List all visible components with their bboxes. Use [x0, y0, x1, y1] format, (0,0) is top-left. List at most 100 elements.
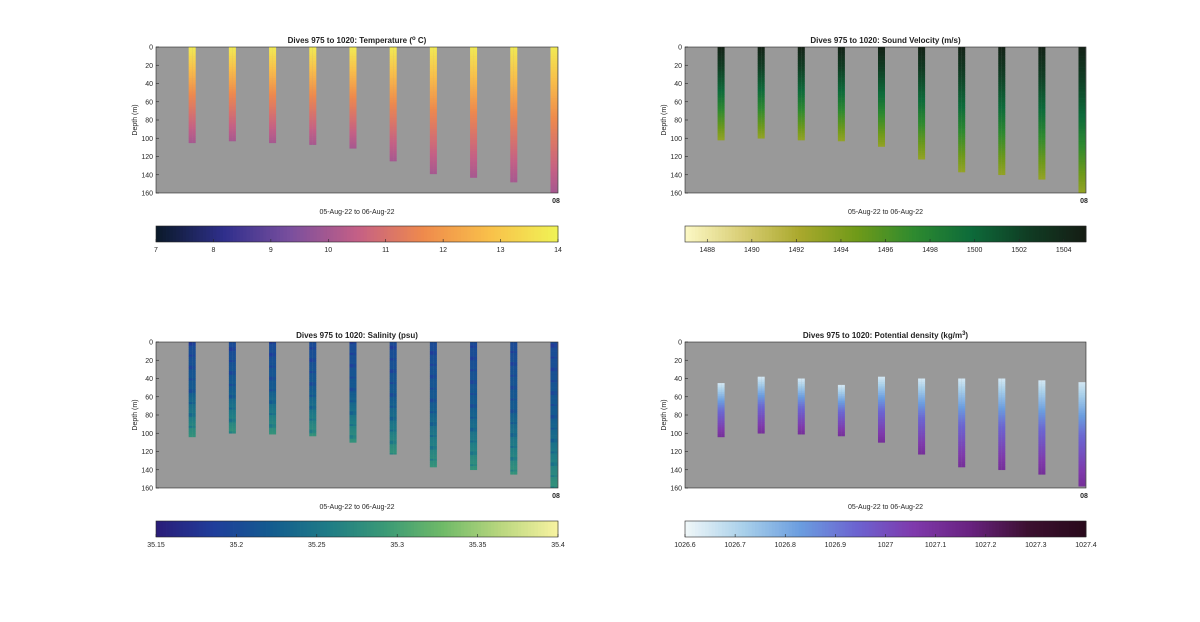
- cast-cell: [232, 103, 236, 106]
- cast-cell: [389, 367, 394, 370]
- cast-cell: [473, 165, 478, 168]
- cast-cell: [998, 140, 1002, 143]
- cast-cell: [961, 158, 966, 161]
- cast-cell: [433, 409, 437, 412]
- cast-cell: [841, 403, 845, 406]
- cast-cell: [389, 442, 394, 445]
- cast-cell: [921, 380, 926, 383]
- cast-cell: [192, 378, 196, 381]
- cast-cell: [1081, 407, 1086, 410]
- colorbar-segment: [363, 226, 368, 242]
- cast-cell: [877, 105, 882, 108]
- cast-cell: [429, 442, 434, 445]
- colorbar-segment: [527, 521, 532, 537]
- cast-cell: [510, 138, 514, 141]
- cast-cell: [1038, 409, 1042, 412]
- cast-cell: [717, 76, 722, 79]
- cast-cell: [352, 385, 357, 388]
- cast-profile: [1078, 382, 1086, 487]
- cast-cell: [998, 416, 1002, 419]
- cast-cell: [429, 367, 434, 370]
- cast-cell: [921, 383, 926, 387]
- cast-cell: [553, 484, 558, 487]
- cast-cell: [269, 79, 273, 82]
- cast-cell: [272, 61, 277, 64]
- cast-cell: [998, 141, 1002, 145]
- cast-cell: [513, 411, 518, 414]
- cast-cell: [918, 393, 922, 396]
- cast-cell: [393, 120, 397, 123]
- cast-cell: [389, 356, 394, 359]
- cast-cell: [1038, 65, 1042, 68]
- cast-cell: [801, 85, 805, 88]
- cast-cell: [349, 132, 353, 135]
- cast-cell: [269, 127, 273, 130]
- cast-cell: [473, 433, 478, 436]
- cast-cell: [961, 431, 966, 434]
- cast-cell: [553, 56, 558, 59]
- cast-cell: [349, 382, 353, 385]
- cast-cell: [429, 422, 434, 425]
- colorbar-segment: [202, 521, 207, 537]
- cast-cell: [877, 129, 882, 132]
- cast-cell: [761, 415, 765, 418]
- cast-cell: [473, 67, 478, 70]
- cast-cell: [309, 385, 313, 388]
- cast-cell: [550, 416, 554, 419]
- cast-cell: [510, 90, 514, 93]
- cast-cell: [470, 125, 474, 128]
- cast-cell: [998, 83, 1002, 86]
- cast-cell: [309, 130, 313, 134]
- cast-cell: [1038, 154, 1042, 157]
- cast-cell: [797, 433, 802, 435]
- cast-cell: [717, 435, 722, 438]
- cast-cell: [513, 47, 518, 50]
- cast-cell: [393, 342, 397, 345]
- cast-cell: [717, 61, 722, 64]
- cast-cell: [998, 68, 1002, 72]
- cast-cell: [192, 123, 196, 126]
- cast-cell: [433, 72, 437, 75]
- cast-cell: [309, 345, 313, 348]
- cast-cell: [389, 74, 394, 77]
- cast-cell: [761, 398, 765, 401]
- cast-cell: [389, 67, 394, 70]
- cast-cell: [1038, 85, 1042, 88]
- cast-cell: [429, 147, 434, 150]
- cast-cell: [721, 50, 725, 53]
- cast-cell: [550, 425, 554, 429]
- cast-cell: [881, 141, 885, 145]
- cast-cell: [1041, 431, 1046, 434]
- cast-profile: [429, 342, 437, 468]
- cast-cell: [1081, 79, 1086, 82]
- cast-cell: [513, 393, 518, 396]
- cast-cell: [312, 61, 317, 64]
- cast-cell: [841, 72, 845, 75]
- cast-cell: [232, 394, 236, 398]
- cast-cell: [269, 342, 273, 345]
- cast-cell: [1078, 143, 1082, 146]
- cast-cell: [470, 409, 474, 412]
- cast-cell: [1038, 96, 1042, 99]
- cast-cell: [553, 174, 558, 177]
- cast-cell: [188, 424, 193, 427]
- cast-cell: [1038, 171, 1042, 174]
- cast-cell: [309, 132, 313, 135]
- cast-cell: [998, 418, 1002, 421]
- cast-cell: [473, 107, 478, 110]
- cast-cell: [1078, 127, 1082, 130]
- cast-cell: [1001, 50, 1006, 53]
- cast-cell: [473, 343, 478, 346]
- cast-cell: [470, 345, 474, 348]
- cast-cell: [961, 466, 966, 468]
- cast-cell: [510, 416, 514, 419]
- cast-cell: [433, 63, 437, 66]
- cast-cell: [429, 76, 434, 79]
- colorbar-segment: [554, 521, 559, 537]
- cast-cell: [513, 152, 518, 155]
- cast-cell: [797, 110, 802, 114]
- cast-cell: [837, 406, 842, 409]
- cast-cell: [1078, 136, 1082, 139]
- cast-cell: [513, 81, 518, 84]
- cast-cell: [352, 427, 357, 430]
